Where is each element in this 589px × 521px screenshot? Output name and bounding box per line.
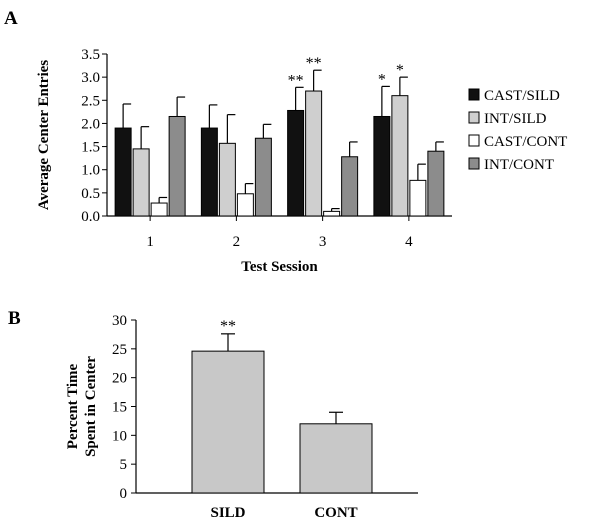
chart-a-significance-marker: ** xyxy=(288,72,304,89)
chart-b-y-axis-title-line2: Spent in Center xyxy=(83,356,99,457)
chart-a-bar xyxy=(341,156,359,217)
chart-a-legend-label: CAST/SILD xyxy=(484,88,560,104)
chart-a-bar xyxy=(200,127,218,217)
chart-b-y-axis-title-line1: Percent Time xyxy=(65,363,81,449)
chart-a-bar xyxy=(427,150,445,217)
chart-b-y-tick-label: 20 xyxy=(112,371,127,387)
chart-a-bar xyxy=(236,193,254,217)
chart-b: ** 0 5 10 15 20 25 30 SILD CONT Percent Time Spe… xyxy=(65,313,418,521)
panel-a-label: A xyxy=(4,8,18,29)
chart-a-legend-label: CAST/CONT xyxy=(484,134,567,150)
chart-a-bar xyxy=(373,115,391,217)
chart-a: ****** 0.00.51.01.52.02.53.03.51 2 3 4 Aver… xyxy=(36,47,567,275)
chart-a-bars: ****** xyxy=(114,55,445,217)
chart-b-y-tick-label: 10 xyxy=(112,428,127,444)
chart-b-y-tick-label: 15 xyxy=(112,400,127,416)
chart-a-bar xyxy=(409,179,427,217)
chart-a-bar xyxy=(218,142,236,217)
chart-a-legend-label: INT/SILD xyxy=(484,111,547,127)
chart-a-y-tick-label: 3.0 xyxy=(81,70,100,86)
chart-a-y-tick-label: 2.0 xyxy=(81,116,100,132)
chart-a-legend-swatch xyxy=(468,134,480,147)
chart-a-legend-swatch xyxy=(468,157,480,170)
chart-a-y-axis-title: Average Center Entries xyxy=(36,60,52,210)
chart-a-bar xyxy=(323,210,341,217)
chart-a-bar xyxy=(168,115,186,217)
chart-a-significance-marker: ** xyxy=(306,55,322,72)
chart-a-category-label: 3 xyxy=(319,234,327,250)
chart-a-category-label: 2 xyxy=(233,234,241,250)
chart-a-y-tick-label: 0.0 xyxy=(81,209,100,225)
chart-a-bar xyxy=(254,137,272,217)
chart-a-legend-label: INT/CONT xyxy=(484,157,554,173)
chart-a-y-tick-label: 0.5 xyxy=(81,186,100,202)
chart-b-y-tick-label: 0 xyxy=(120,486,128,502)
chart-b-tick-labels: 0 5 10 15 20 25 30 SILD CONT xyxy=(112,313,358,521)
chart-a-y-tick-label: 1.5 xyxy=(81,140,100,156)
chart-a-tick-labels: 0.0 0.5 1.0 1.5 2.0 2.5 3.0 3.5 1 2 3 4 xyxy=(81,47,413,250)
chart-b-category-label: SILD xyxy=(210,505,245,521)
chart-b-y-tick-label: 5 xyxy=(120,457,128,473)
chart-b-y-tick-label: 30 xyxy=(112,313,127,329)
chart-a-bar xyxy=(287,109,305,217)
chart-a-significance-marker: * xyxy=(378,71,386,88)
chart-a-bar xyxy=(132,148,150,217)
chart-a-legend: CAST/SILD INT/SILD CAST/CONT INT/CONT xyxy=(468,88,567,173)
chart-a-bar xyxy=(305,90,323,217)
chart-a-category-label: 4 xyxy=(405,234,413,250)
chart-a-bar xyxy=(114,127,132,217)
chart-a-y-tick-label: 1.0 xyxy=(81,163,100,179)
chart-a-legend-swatch xyxy=(468,111,480,124)
chart-b-bar xyxy=(299,423,373,494)
chart-a-y-tick-label: 3.5 xyxy=(81,47,100,63)
chart-b-significance-marker: ** xyxy=(220,318,236,335)
chart-a-bar xyxy=(391,95,409,217)
chart-a-category-label: 1 xyxy=(146,234,154,250)
panel-b-label: B xyxy=(8,308,21,329)
chart-b-axes xyxy=(131,319,418,494)
chart-a-bar xyxy=(150,202,168,217)
chart-a-significance-marker: * xyxy=(396,62,404,79)
chart-b-bars: ** xyxy=(191,318,373,494)
chart-a-y-tick-label: 2.5 xyxy=(81,93,100,109)
chart-b-category-label: CONT xyxy=(314,505,357,521)
chart-b-bar xyxy=(191,350,265,494)
chart-a-x-axis-title: Test Session xyxy=(241,259,318,275)
chart-b-y-tick-label: 25 xyxy=(112,342,127,358)
chart-a-legend-swatch xyxy=(468,88,480,101)
